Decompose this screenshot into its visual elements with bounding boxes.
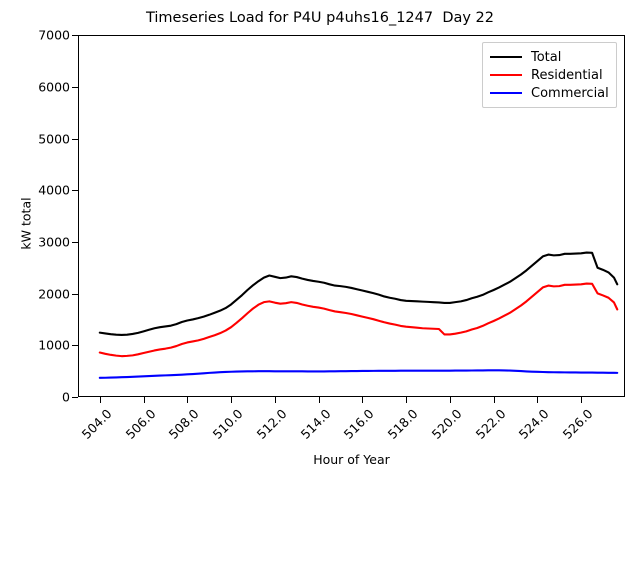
x-tick-mark xyxy=(362,397,364,403)
x-tick-mark xyxy=(493,397,495,403)
y-tick-label: 5000 xyxy=(38,131,70,147)
y-tick-mark xyxy=(72,241,78,243)
legend-label: Commercial xyxy=(531,85,609,101)
y-tick-mark xyxy=(72,86,78,88)
chart-legend: Total Residential Commercial xyxy=(482,42,617,108)
x-tick-mark xyxy=(406,397,408,403)
series-line-commercial xyxy=(98,369,619,379)
y-tick-mark xyxy=(72,345,78,347)
legend-swatch-icon xyxy=(490,56,522,58)
chart-figure: Timeseries Load for P4U p4uhs16_1247 Day… xyxy=(0,0,625,480)
y-tick-label: 2000 xyxy=(38,286,70,302)
x-tick-mark xyxy=(231,397,233,403)
x-tick-mark xyxy=(187,397,189,403)
y-tick-label: 7000 xyxy=(38,27,70,43)
y-tick-mark xyxy=(72,190,78,192)
series-canvas xyxy=(98,251,619,379)
y-tick-label: 3000 xyxy=(38,234,70,250)
chart-title: Timeseries Load for P4U p4uhs16_1247 Day… xyxy=(145,10,495,26)
x-tick-mark xyxy=(581,397,583,403)
legend-label: Total xyxy=(531,49,562,65)
legend-swatch-icon xyxy=(490,74,522,76)
legend-item-total[interactable]: Total xyxy=(490,48,609,66)
x-tick-mark xyxy=(318,397,320,403)
legend-item-residential[interactable]: Residential xyxy=(490,66,609,84)
x-tick-mark xyxy=(143,397,145,403)
legend-swatch-icon xyxy=(490,92,522,94)
x-tick-mark xyxy=(99,397,101,403)
series-line-residential xyxy=(98,282,619,358)
y-axis-tick-labels: 0 1000 2000 3000 4000 5000 6000 7000 xyxy=(0,0,70,480)
legend-label: Residential xyxy=(531,67,603,83)
y-tick-mark xyxy=(72,35,78,37)
y-tick-mark xyxy=(72,293,78,295)
x-tick-mark xyxy=(274,397,276,403)
x-tick-mark xyxy=(537,397,539,403)
y-tick-mark xyxy=(72,138,78,140)
legend-item-commercial[interactable]: Commercial xyxy=(490,84,609,102)
y-tick-label: 0 xyxy=(62,389,70,405)
x-axis-label: Hour of Year xyxy=(313,452,390,467)
y-tick-label: 4000 xyxy=(38,182,70,198)
y-tick-label: 6000 xyxy=(38,79,70,95)
series-line-total xyxy=(98,251,619,337)
y-tick-label: 1000 xyxy=(38,337,70,353)
y-tick-mark xyxy=(72,397,78,398)
x-tick-mark xyxy=(449,397,451,403)
